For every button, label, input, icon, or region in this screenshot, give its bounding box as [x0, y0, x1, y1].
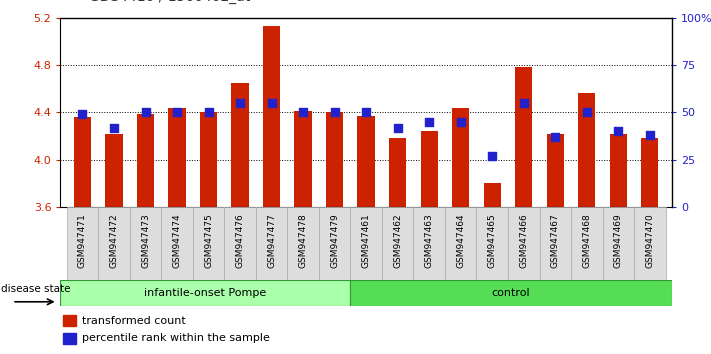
Bar: [161, 207, 193, 280]
Bar: [169, 108, 186, 207]
Bar: [452, 108, 469, 207]
Bar: [382, 207, 413, 280]
Point: [108, 125, 119, 130]
Point: [171, 110, 183, 115]
Bar: [263, 26, 280, 207]
Bar: [413, 207, 445, 280]
Bar: [351, 207, 382, 280]
Bar: [193, 207, 225, 280]
Text: GSM947467: GSM947467: [551, 213, 560, 268]
Bar: [445, 207, 476, 280]
Bar: [578, 93, 596, 207]
Text: transformed count: transformed count: [82, 316, 186, 326]
Point: [392, 125, 403, 130]
Bar: [137, 114, 154, 207]
Text: GSM947474: GSM947474: [173, 213, 181, 268]
Point: [518, 100, 530, 106]
Text: GSM947469: GSM947469: [614, 213, 623, 268]
Bar: [571, 207, 602, 280]
Text: GSM947466: GSM947466: [519, 213, 528, 268]
Text: GSM947477: GSM947477: [267, 213, 276, 268]
Bar: [287, 207, 319, 280]
Bar: [634, 207, 665, 280]
Point: [550, 134, 561, 140]
Text: GSM947479: GSM947479: [330, 213, 339, 268]
Bar: [130, 207, 161, 280]
Text: percentile rank within the sample: percentile rank within the sample: [82, 333, 269, 343]
Point: [77, 112, 88, 117]
Point: [297, 110, 309, 115]
Text: GSM947473: GSM947473: [141, 213, 150, 268]
Text: GSM947468: GSM947468: [582, 213, 592, 268]
Point: [424, 119, 435, 125]
Bar: [326, 113, 343, 207]
Text: disease state: disease state: [1, 284, 70, 295]
Bar: [420, 131, 438, 207]
Bar: [98, 207, 130, 280]
Bar: [231, 83, 249, 207]
Bar: [508, 207, 540, 280]
Text: GSM947465: GSM947465: [488, 213, 497, 268]
Point: [235, 100, 246, 106]
Point: [329, 110, 341, 115]
Point: [581, 110, 592, 115]
Bar: [540, 207, 571, 280]
Bar: [63, 333, 76, 344]
Bar: [641, 138, 658, 207]
Bar: [63, 315, 76, 326]
Text: GSM947478: GSM947478: [299, 213, 308, 268]
Bar: [350, 280, 672, 306]
Text: GSM947472: GSM947472: [109, 213, 119, 268]
Bar: [483, 183, 501, 207]
Point: [613, 129, 624, 134]
Bar: [105, 134, 123, 207]
Point: [266, 100, 277, 106]
Text: control: control: [492, 288, 530, 298]
Text: GSM947471: GSM947471: [78, 213, 87, 268]
Bar: [609, 134, 627, 207]
Text: GDS4410 / 1560402_at: GDS4410 / 1560402_at: [89, 0, 250, 4]
Point: [486, 153, 498, 159]
Bar: [67, 207, 98, 280]
Text: GSM947461: GSM947461: [362, 213, 370, 268]
Bar: [358, 116, 375, 207]
Text: GSM947462: GSM947462: [393, 213, 402, 268]
Text: GSM947476: GSM947476: [235, 213, 245, 268]
Point: [455, 119, 466, 125]
Point: [360, 110, 372, 115]
Point: [140, 110, 151, 115]
Bar: [256, 207, 287, 280]
Bar: [200, 113, 218, 207]
Bar: [389, 138, 407, 207]
Point: [644, 132, 656, 138]
Bar: [515, 67, 533, 207]
Bar: [74, 117, 91, 207]
Text: GSM947464: GSM947464: [456, 213, 465, 268]
Bar: [602, 207, 634, 280]
Bar: [476, 207, 508, 280]
Bar: [60, 280, 350, 306]
Bar: [294, 111, 312, 207]
Point: [203, 110, 214, 115]
Text: GSM947475: GSM947475: [204, 213, 213, 268]
Bar: [319, 207, 351, 280]
Bar: [225, 207, 256, 280]
Text: infantile-onset Pompe: infantile-onset Pompe: [144, 288, 267, 298]
Text: GSM947463: GSM947463: [424, 213, 434, 268]
Bar: [547, 134, 564, 207]
Text: GSM947470: GSM947470: [646, 213, 654, 268]
